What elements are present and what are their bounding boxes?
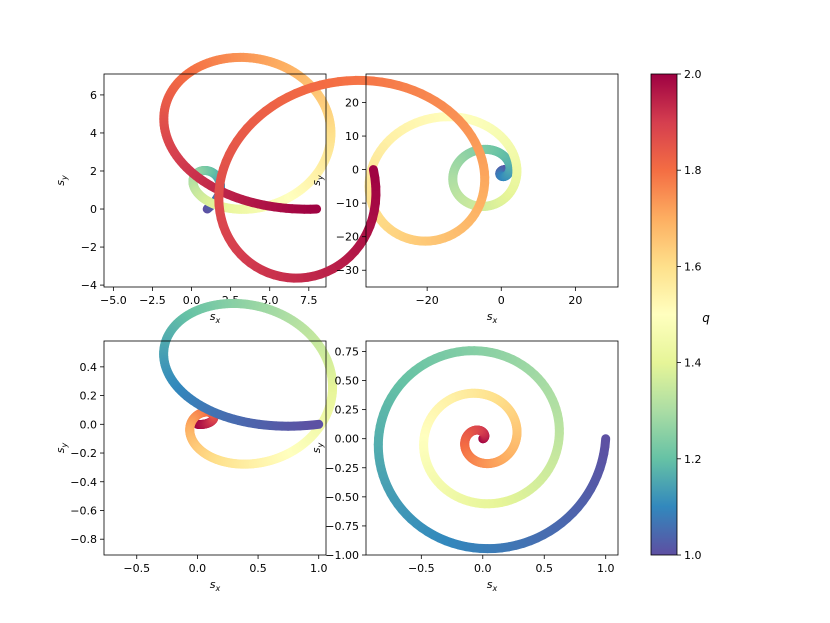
x-tick-label: −2.5	[139, 294, 166, 307]
y-tick-label: 0.50	[335, 375, 360, 388]
colorbar-tick-label: 1.0	[684, 549, 702, 562]
x-tick-label: −0.5	[408, 562, 435, 575]
x-tick-label: 7.5	[300, 294, 318, 307]
y-tick-label: −0.75	[325, 520, 359, 533]
y-tick-label: 0.0	[80, 418, 98, 431]
x-tick-label: 0.0	[474, 562, 492, 575]
x-tick-label: −0.5	[123, 562, 150, 575]
x-tick-label: 1.0	[597, 562, 615, 575]
chart-panel-bottom-left: −0.5 0.0 0.5 1.0 −0.8 −0.6 −0.4 −0.2 0.0 0.2 0.4 sx…	[54, 298, 338, 593]
axes-frame	[103, 73, 327, 288]
x-tick-label: 0.5	[535, 562, 553, 575]
axes-frame	[103, 340, 327, 556]
y-axis-label: sy	[54, 443, 69, 454]
curve-point	[307, 419, 324, 430]
colorbar: 1.0 1.2 1.4 1.6 1.8 2.0 q	[650, 68, 710, 562]
colorbar-ticks: 1.0 1.2 1.4 1.6 1.8 2.0	[677, 68, 702, 562]
y-tick-label: 0.2	[80, 390, 98, 403]
y-tick-label: 0.75	[335, 345, 360, 358]
spiral-curve	[373, 346, 611, 554]
x-tick-label: −20	[416, 294, 439, 307]
y-tick-label: −0.2	[70, 447, 97, 460]
y-tick-label: 0.00	[335, 433, 360, 446]
axes-frame	[365, 340, 619, 556]
y-tick-label: 20	[345, 97, 359, 110]
panels: −5.0−2.50.02.55.07.5−4−20246sxsy−20020−3…	[54, 52, 619, 593]
y-axis-label: sy	[310, 443, 325, 454]
y-tick-label: 0.4	[80, 361, 98, 374]
spiral-curve	[159, 298, 338, 469]
colorbar-tick-label: 1.6	[684, 260, 702, 273]
x-axis-label: sx	[210, 578, 221, 593]
plot-area	[366, 341, 618, 555]
x-tick-label: 0.0	[189, 562, 207, 575]
y-tick-label: −20	[336, 231, 359, 244]
y-axis-label: sy	[54, 175, 69, 186]
y-tick-label: −4	[81, 279, 97, 292]
y-tick-label: −0.8	[70, 533, 97, 546]
x-axis-label: sx	[210, 310, 221, 325]
chart-panel-top-right: −20 0 20 −30 −20 −10 0 10 20 sx sy	[214, 73, 619, 325]
y-tick-label: −10	[336, 197, 359, 210]
colorbar-tick-label: 1.2	[684, 453, 702, 466]
y-tick-label: −0.25	[325, 462, 359, 475]
y-tick-label: −0.6	[70, 504, 97, 517]
x-tick-label: 1.0	[310, 562, 328, 575]
axes-frame	[365, 73, 619, 288]
y-tick-label: 0.25	[335, 404, 360, 417]
plot-area	[366, 74, 618, 287]
x-tick-label: 20	[568, 294, 582, 307]
y-tick-label: 0	[352, 164, 359, 177]
x-axis-label: sx	[487, 578, 498, 593]
y-tick-label: −1.00	[325, 549, 359, 562]
y-tick-label: 4	[90, 127, 97, 140]
colorbar-gradient	[650, 73, 678, 556]
x-tick-label: 0.5	[249, 562, 267, 575]
y-tick-label: −0.4	[70, 476, 97, 489]
chart-panel-bottom-right: −0.5 0.0 0.5 1.0−1.00−0.75−0.50−0.250.000.2…	[310, 340, 619, 593]
curve-point	[368, 165, 380, 183]
colorbar-tick-label: 2.0	[684, 68, 702, 81]
x-tick-label: 0	[498, 294, 505, 307]
x-tick-label: −5.0	[100, 294, 127, 307]
curve-point	[600, 434, 611, 451]
colorbar-label: q	[702, 311, 710, 325]
x-tick-label: 0.0	[183, 294, 201, 307]
x-axis-label: sx	[487, 310, 498, 325]
y-tick-label: 10	[345, 130, 359, 143]
colorbar-tick-label: 1.8	[684, 164, 702, 177]
plot-area	[104, 341, 326, 555]
y-tick-label: 2	[90, 165, 97, 178]
y-tick-label: −2	[81, 241, 97, 254]
colorbar-tick-label: 1.4	[684, 357, 702, 370]
spiral-curve	[214, 75, 522, 283]
y-tick-label: 0	[90, 203, 97, 216]
y-axis-label: sy	[310, 175, 325, 186]
y-tick-label: 6	[90, 89, 97, 102]
y-tick-label: −30	[336, 264, 359, 277]
y-tick-label: −0.50	[325, 491, 359, 504]
